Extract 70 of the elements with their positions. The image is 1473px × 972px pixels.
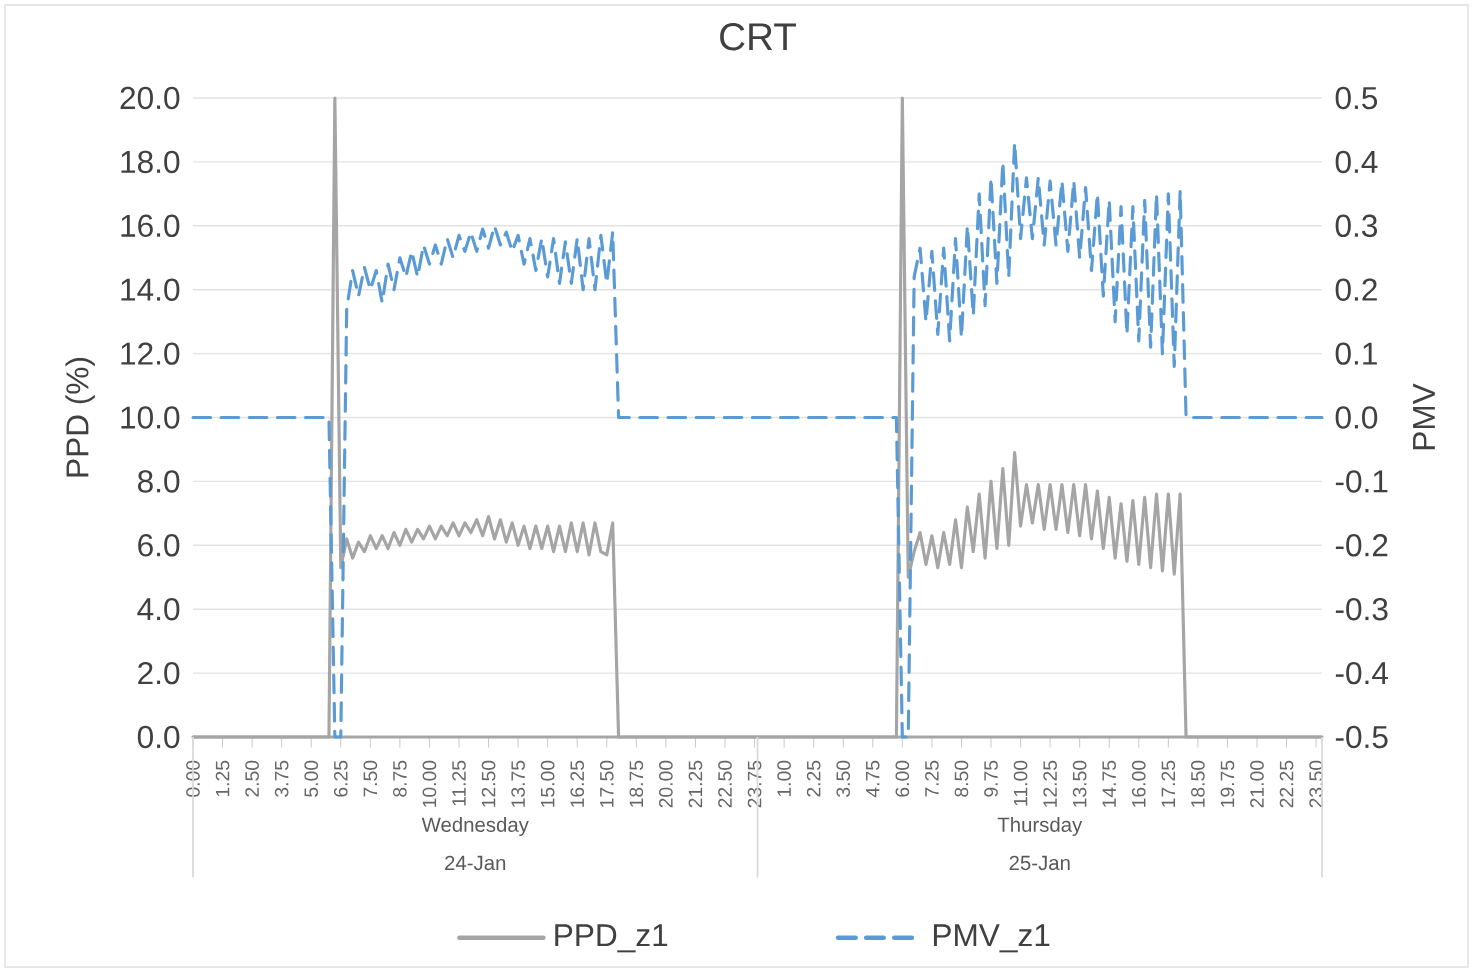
text: Thursday <box>997 816 1083 836</box>
y-tick-label: 6.0 <box>138 534 180 557</box>
y-tick-label: 20.0 <box>120 86 180 110</box>
x-tick-label: 12.25 <box>1043 760 1057 807</box>
y-tick-label: 10.0 <box>121 406 180 429</box>
x-tick-label: 9.75 <box>984 760 998 797</box>
y2-tick-label: -0.4 <box>1335 661 1388 685</box>
x-tick-label: 23.50 <box>1309 760 1323 808</box>
x-tick-label: 2.25 <box>806 760 821 797</box>
y-tick-label: 16.0 <box>121 214 180 238</box>
x-tick-label: 12.50 <box>481 760 496 807</box>
y2-tick-label: -0.1 <box>1335 470 1388 493</box>
x-tick-label: 21.25 <box>688 760 703 808</box>
x-tick-label: 8.50 <box>954 760 969 797</box>
x-tick-label: 14.75 <box>1102 760 1116 807</box>
x-tick-label: 4.75 <box>866 760 880 798</box>
chart-title: CRT <box>720 23 796 51</box>
y2-tick-label: -0.5 <box>1335 725 1388 749</box>
x-tick-label: 0.00 <box>186 760 200 797</box>
x-tick-label: 2.50 <box>245 760 259 797</box>
x-tick-label: 6.00 <box>895 760 910 797</box>
x-tick-label: 15.00 <box>540 760 555 807</box>
x-tick-label: 11.00 <box>1013 760 1028 806</box>
y-axis-title: PPD (%) <box>65 357 95 477</box>
text: 24-Jan <box>445 855 506 871</box>
x-tick-label: 20.00 <box>659 760 673 808</box>
y-tick-label: 4.0 <box>137 598 180 621</box>
y2-axis-title: PMV <box>1413 383 1435 450</box>
y2-tick-label: -0.2 <box>1335 534 1388 557</box>
x-tick-label: 16.25 <box>570 760 585 807</box>
x-tick-label: 3.50 <box>836 760 851 797</box>
y2-tick-label: 0.3 <box>1335 214 1378 238</box>
x-tick-label: 13.50 <box>1072 760 1087 807</box>
x-tick-label: 21.00 <box>1250 760 1264 808</box>
x-tick-label: 7.25 <box>925 760 939 797</box>
y-tick-label: 18.0 <box>121 150 180 174</box>
x-tick-label: 16.00 <box>1131 760 1146 807</box>
x-tick-label: 7.50 <box>363 760 378 797</box>
y2-tick-label: 0.4 <box>1335 150 1378 174</box>
x-tick-label: 8.75 <box>393 760 407 797</box>
x-tick-label: 17.50 <box>599 760 614 807</box>
x-tick-label: 19.75 <box>1220 760 1235 807</box>
y-tick-label: 14.0 <box>121 278 180 301</box>
x-tick-label: 6.25 <box>333 760 348 797</box>
x-tick-label: 5.00 <box>304 760 319 797</box>
y-tick-label: 8.0 <box>137 470 180 493</box>
legend-label: PMV_z1 <box>933 924 1050 953</box>
y2-tick-label: 0.0 <box>1335 406 1378 429</box>
x-tick-label: 18.50 <box>1191 760 1205 807</box>
x-tick-label: 1.25 <box>215 760 230 797</box>
y-tick-label: 2.0 <box>138 661 180 685</box>
x-tick-label: 22.25 <box>1279 760 1294 808</box>
text: 25-Jan <box>1009 855 1070 871</box>
x-tick-label: 23.75 <box>747 760 762 808</box>
x-tick-label: 1.00 <box>777 760 791 797</box>
x-tick-label: 10.00 <box>422 760 437 807</box>
y-tick-label: 0.0 <box>137 725 180 749</box>
y2-tick-label: 0.2 <box>1335 278 1377 301</box>
x-tick-label: 11.25 <box>452 760 466 806</box>
y2-tick-label: 0.5 <box>1335 86 1378 110</box>
y2-tick-label: -0.3 <box>1335 598 1388 621</box>
x-tick-label: 18.75 <box>629 760 644 807</box>
x-tick-label: 22.50 <box>718 760 732 808</box>
x-tick-label: 13.75 <box>511 760 525 807</box>
y2-tick-label: 0.1 <box>1335 342 1377 365</box>
legend-label: PPD_z1 <box>555 924 668 953</box>
text: Wednesday <box>421 816 529 836</box>
x-tick-label: 3.75 <box>274 760 289 797</box>
x-tick-label: 17.25 <box>1161 760 1176 807</box>
y-tick-label: 12.0 <box>121 342 180 365</box>
